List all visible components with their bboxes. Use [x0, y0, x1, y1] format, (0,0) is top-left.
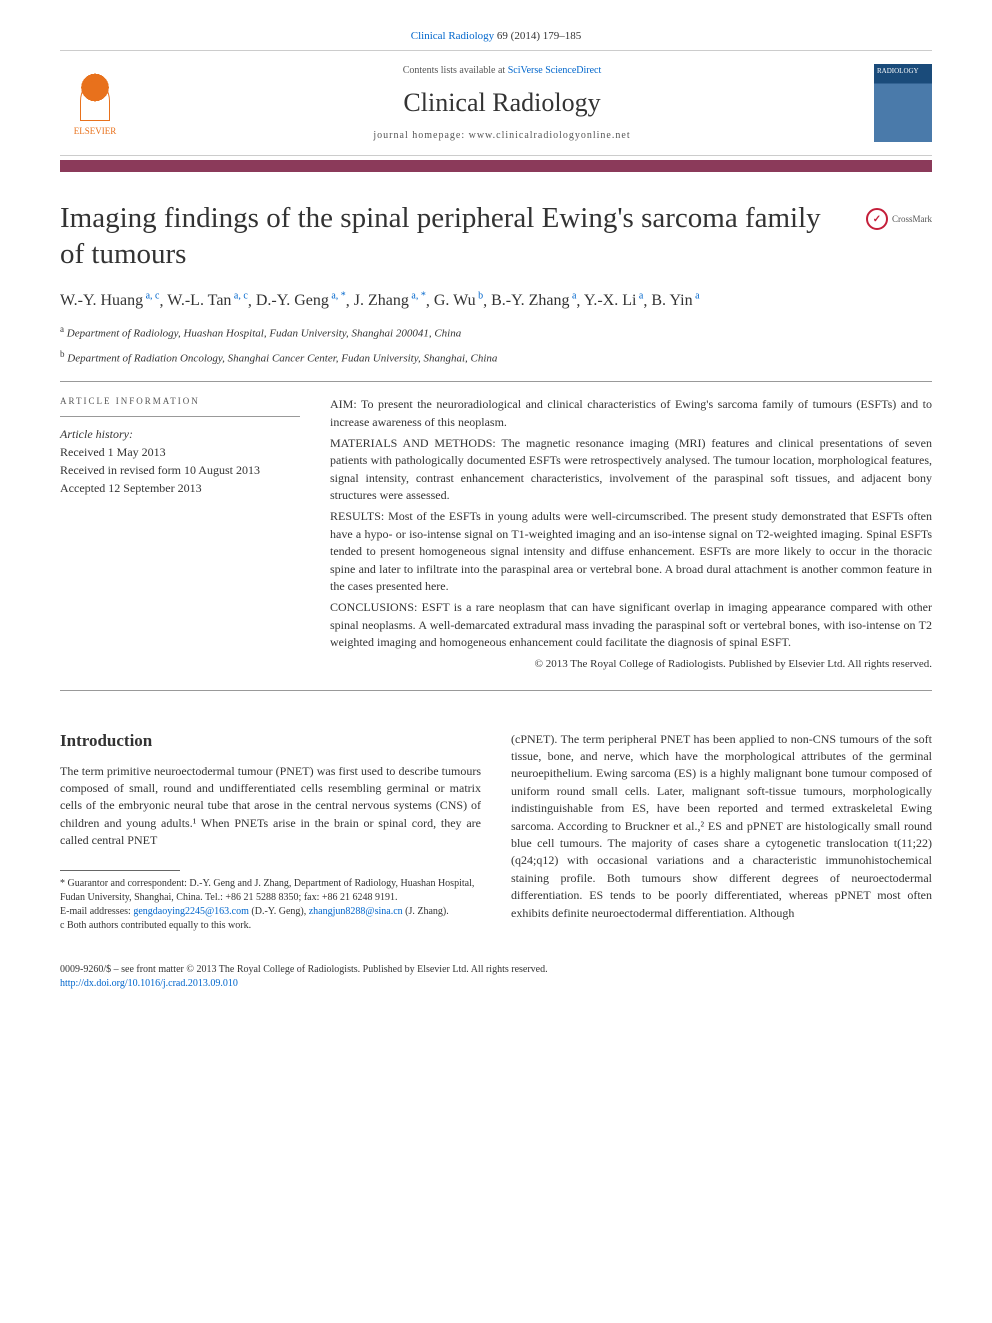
author: D.-Y. Geng a, * [256, 292, 346, 309]
footnote-emails: E-mail addresses: gengdaoying2245@163.co… [60, 905, 481, 919]
divider [60, 416, 300, 417]
contents-line: Contents lists available at SciVerse Sci… [130, 65, 874, 76]
article-info-column: ARTICLE INFORMATION Article history: Rec… [60, 396, 300, 669]
journal-name: Clinical Radiology [130, 88, 874, 118]
history-label: Article history: [60, 425, 300, 443]
history-received: Received 1 May 2013 [60, 443, 300, 461]
abstract-column: AIM: To present the neuroradiological an… [330, 396, 932, 669]
body-columns: Introduction The term primitive neuroect… [60, 731, 932, 933]
author-affil-sup: a, * [409, 291, 426, 302]
body-left-column: Introduction The term primitive neuroect… [60, 731, 481, 933]
email-link-1[interactable]: gengdaoying2245@163.com [133, 906, 249, 917]
citation-vol: 69 (2014) 179–185 [497, 30, 581, 42]
article-title: Imaging findings of the spinal periphera… [60, 200, 846, 273]
footnote-correspondent: * Guarantor and correspondent: D.-Y. Gen… [60, 877, 481, 905]
abstract-copyright: © 2013 The Royal College of Radiologists… [330, 658, 932, 670]
affiliations: a Department of Radiology, Huashan Hospi… [60, 323, 932, 367]
author: W.-L. Tan a, c [167, 292, 248, 309]
author-affil-sup: a, c [143, 291, 159, 302]
author-affil-sup: a [636, 291, 643, 302]
introduction-heading: Introduction [60, 731, 481, 751]
doi-link[interactable]: http://dx.doi.org/10.1016/j.crad.2013.09… [60, 978, 238, 989]
decorative-color-bar [60, 160, 932, 172]
intro-paragraph-left: The term primitive neuroectodermal tumou… [60, 763, 481, 850]
article-info-label: ARTICLE INFORMATION [60, 396, 300, 406]
front-matter-line: 0009-9260/$ – see front matter © 2013 Th… [60, 963, 932, 977]
author: B.-Y. Zhang a [491, 292, 576, 309]
footnote-divider [60, 870, 180, 871]
masthead: ELSEVIER Contents lists available at Sci… [60, 50, 932, 156]
abstract-aim: AIM: To present the neuroradiological an… [330, 396, 932, 431]
author-affil-sup: a, * [329, 291, 346, 302]
author-affil-sup: a, c [231, 291, 247, 302]
elsevier-logo[interactable]: ELSEVIER [60, 63, 130, 143]
author: G. Wu b [434, 292, 483, 309]
history-accepted: Accepted 12 September 2013 [60, 479, 300, 497]
intro-paragraph-right: (cPNET). The term peripheral PNET has be… [511, 731, 932, 922]
author: B. Yin a [651, 292, 699, 309]
elsevier-label: ELSEVIER [74, 126, 117, 136]
info-abstract-row: ARTICLE INFORMATION Article history: Rec… [60, 396, 932, 669]
journal-cover-thumbnail[interactable]: RADIOLOGY [874, 64, 932, 142]
article-history: Article history: Received 1 May 2013 Rec… [60, 425, 300, 497]
affiliation: b Department of Radiation Oncology, Shan… [60, 348, 932, 367]
masthead-center: Contents lists available at SciVerse Sci… [130, 65, 874, 141]
sciencedirect-link[interactable]: SciVerse ScienceDirect [508, 65, 602, 76]
title-row: Imaging findings of the spinal periphera… [60, 200, 932, 273]
homepage-line: journal homepage: www.clinicalradiologyo… [130, 130, 874, 141]
elsevier-tree-icon [70, 71, 120, 126]
homepage-url[interactable]: www.clinicalradiologyonline.net [469, 130, 631, 141]
bottom-copyright: 0009-9260/$ – see front matter © 2013 Th… [60, 963, 932, 991]
authors-list: W.-Y. Huang a, c, W.-L. Tan a, c, D.-Y. … [60, 289, 932, 313]
divider [60, 690, 932, 691]
author-affil-sup: b [476, 291, 484, 302]
body-right-column: (cPNET). The term peripheral PNET has be… [511, 731, 932, 933]
email-link-2[interactable]: zhangjun8288@sina.cn [309, 906, 403, 917]
abstract-results: RESULTS: Most of the ESFTs in young adul… [330, 508, 932, 595]
crossmark-label: CrossMark [892, 214, 932, 224]
footnote-equal-contribution: c Both authors contributed equally to th… [60, 919, 481, 933]
abstract-conclusions: CONCLUSIONS: ESFT is a rare neoplasm tha… [330, 599, 932, 651]
abstract-methods: MATERIALS AND METHODS: The magnetic reso… [330, 435, 932, 505]
citation-journal-link[interactable]: Clinical Radiology [411, 30, 494, 42]
author-affil-sup: a [693, 291, 700, 302]
author: W.-Y. Huang a, c [60, 292, 160, 309]
author-affil-sup: a [569, 291, 576, 302]
history-revised: Received in revised form 10 August 2013 [60, 461, 300, 479]
affiliation: a Department of Radiology, Huashan Hospi… [60, 323, 932, 342]
author: J. Zhang a, * [354, 292, 426, 309]
crossmark-badge[interactable]: ✓ CrossMark [866, 208, 932, 230]
divider [60, 381, 932, 382]
crossmark-icon: ✓ [866, 208, 888, 230]
citation-header: Clinical Radiology 69 (2014) 179–185 [60, 30, 932, 42]
footnotes: * Guarantor and correspondent: D.-Y. Gen… [60, 877, 481, 933]
author: Y.-X. Li a [584, 292, 644, 309]
